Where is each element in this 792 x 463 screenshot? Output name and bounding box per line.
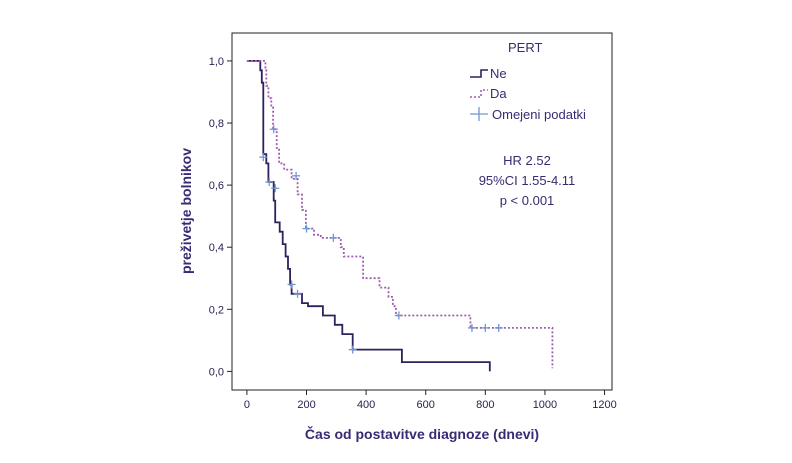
censor-mark-da [494, 323, 503, 332]
plot-frame [231, 32, 613, 391]
x-tick-label: 200 [297, 399, 315, 411]
y-tick-label: 0,8 [209, 118, 224, 130]
censor-mark-ne [287, 280, 296, 289]
y-tick-label: 0,0 [209, 366, 224, 378]
legend-title: PERT [508, 40, 542, 55]
legend-label-censored: Omejeni podatki [492, 107, 586, 122]
annotation-ci: 95%CI 1.55-4.11 [479, 173, 576, 188]
y-tick-label: 1,0 [209, 56, 224, 68]
censor-mark-da [269, 125, 278, 134]
annotation-p: p < 0.001 [500, 193, 555, 208]
censor-mark-ne [271, 184, 280, 193]
x-tick-label: 600 [417, 399, 435, 411]
y-tick-label: 0,4 [209, 242, 224, 254]
censor-mark-ne [348, 345, 357, 354]
censor-mark-da [394, 311, 403, 320]
x-tick-label: 1000 [533, 399, 557, 411]
censor-mark-da [467, 323, 476, 332]
censor-mark-da [329, 233, 338, 242]
legend-swatch-da [470, 89, 488, 98]
x-axis-title: Čas od postavitve diagnoze (dnevi) [305, 425, 539, 442]
censor-mark-ne [259, 153, 268, 162]
x-tick-label: 800 [476, 399, 494, 411]
censor-mark-da [302, 224, 311, 233]
censor-mark-ne [293, 289, 302, 298]
legend-label-da: Da [490, 86, 507, 101]
legend-swatch-censored [470, 107, 488, 121]
x-tick-label: 0 [244, 399, 250, 411]
annotation-hr: HR 2.52 [503, 153, 551, 168]
y-tick-label: 0,6 [209, 180, 224, 192]
series-line-ne [246, 60, 491, 372]
y-axis-title: preživetje bolnikov [178, 148, 194, 274]
censor-mark-da [481, 323, 490, 332]
y-tick-label: 0,2 [209, 304, 224, 316]
x-tick-label: 400 [357, 399, 375, 411]
censor-mark-ne [265, 178, 274, 187]
legend-swatch-ne [470, 69, 488, 78]
censor-mark-da [292, 171, 301, 180]
legend-label-ne: Ne [490, 66, 507, 81]
series-line-da [246, 60, 554, 369]
x-tick-label: 1200 [592, 399, 616, 411]
